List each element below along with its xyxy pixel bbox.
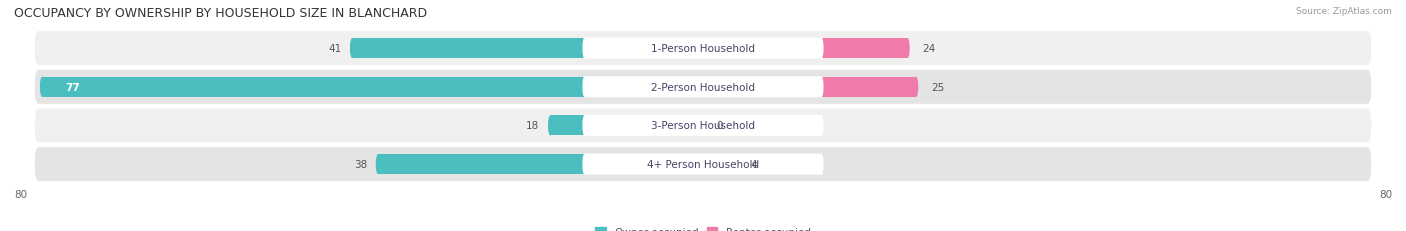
Text: OCCUPANCY BY OWNERSHIP BY HOUSEHOLD SIZE IN BLANCHARD: OCCUPANCY BY OWNERSHIP BY HOUSEHOLD SIZE… — [14, 7, 427, 20]
Legend: Owner-occupied, Renter-occupied: Owner-occupied, Renter-occupied — [591, 223, 815, 231]
Bar — [703, 39, 907, 59]
FancyBboxPatch shape — [582, 77, 824, 98]
FancyBboxPatch shape — [35, 70, 1371, 104]
Text: 80: 80 — [1379, 189, 1392, 199]
Bar — [378, 154, 703, 174]
Text: 3-Person Household: 3-Person Household — [651, 121, 755, 131]
Text: 0: 0 — [716, 121, 723, 131]
Bar — [703, 77, 917, 97]
Bar — [550, 116, 703, 136]
Circle shape — [375, 154, 380, 174]
FancyBboxPatch shape — [582, 154, 824, 175]
Bar — [352, 39, 703, 59]
Text: 1-Person Household: 1-Person Household — [651, 44, 755, 54]
Text: 25: 25 — [931, 82, 945, 92]
Circle shape — [733, 154, 738, 174]
Text: 24: 24 — [922, 44, 936, 54]
Bar — [42, 77, 703, 97]
Circle shape — [350, 39, 354, 59]
Text: 38: 38 — [354, 159, 367, 169]
Text: 77: 77 — [66, 82, 80, 92]
FancyBboxPatch shape — [35, 147, 1371, 181]
Circle shape — [905, 39, 910, 59]
Text: 80: 80 — [14, 189, 27, 199]
Circle shape — [548, 116, 553, 136]
Text: 41: 41 — [328, 44, 342, 54]
Bar — [703, 154, 735, 174]
Circle shape — [914, 77, 918, 97]
Text: 18: 18 — [526, 121, 540, 131]
Text: Source: ZipAtlas.com: Source: ZipAtlas.com — [1296, 7, 1392, 16]
Circle shape — [39, 77, 45, 97]
Text: 4+ Person Household: 4+ Person Household — [647, 159, 759, 169]
FancyBboxPatch shape — [35, 32, 1371, 66]
FancyBboxPatch shape — [582, 115, 824, 136]
FancyBboxPatch shape — [35, 109, 1371, 143]
Text: 2-Person Household: 2-Person Household — [651, 82, 755, 92]
FancyBboxPatch shape — [582, 38, 824, 59]
Text: 4: 4 — [751, 159, 756, 169]
